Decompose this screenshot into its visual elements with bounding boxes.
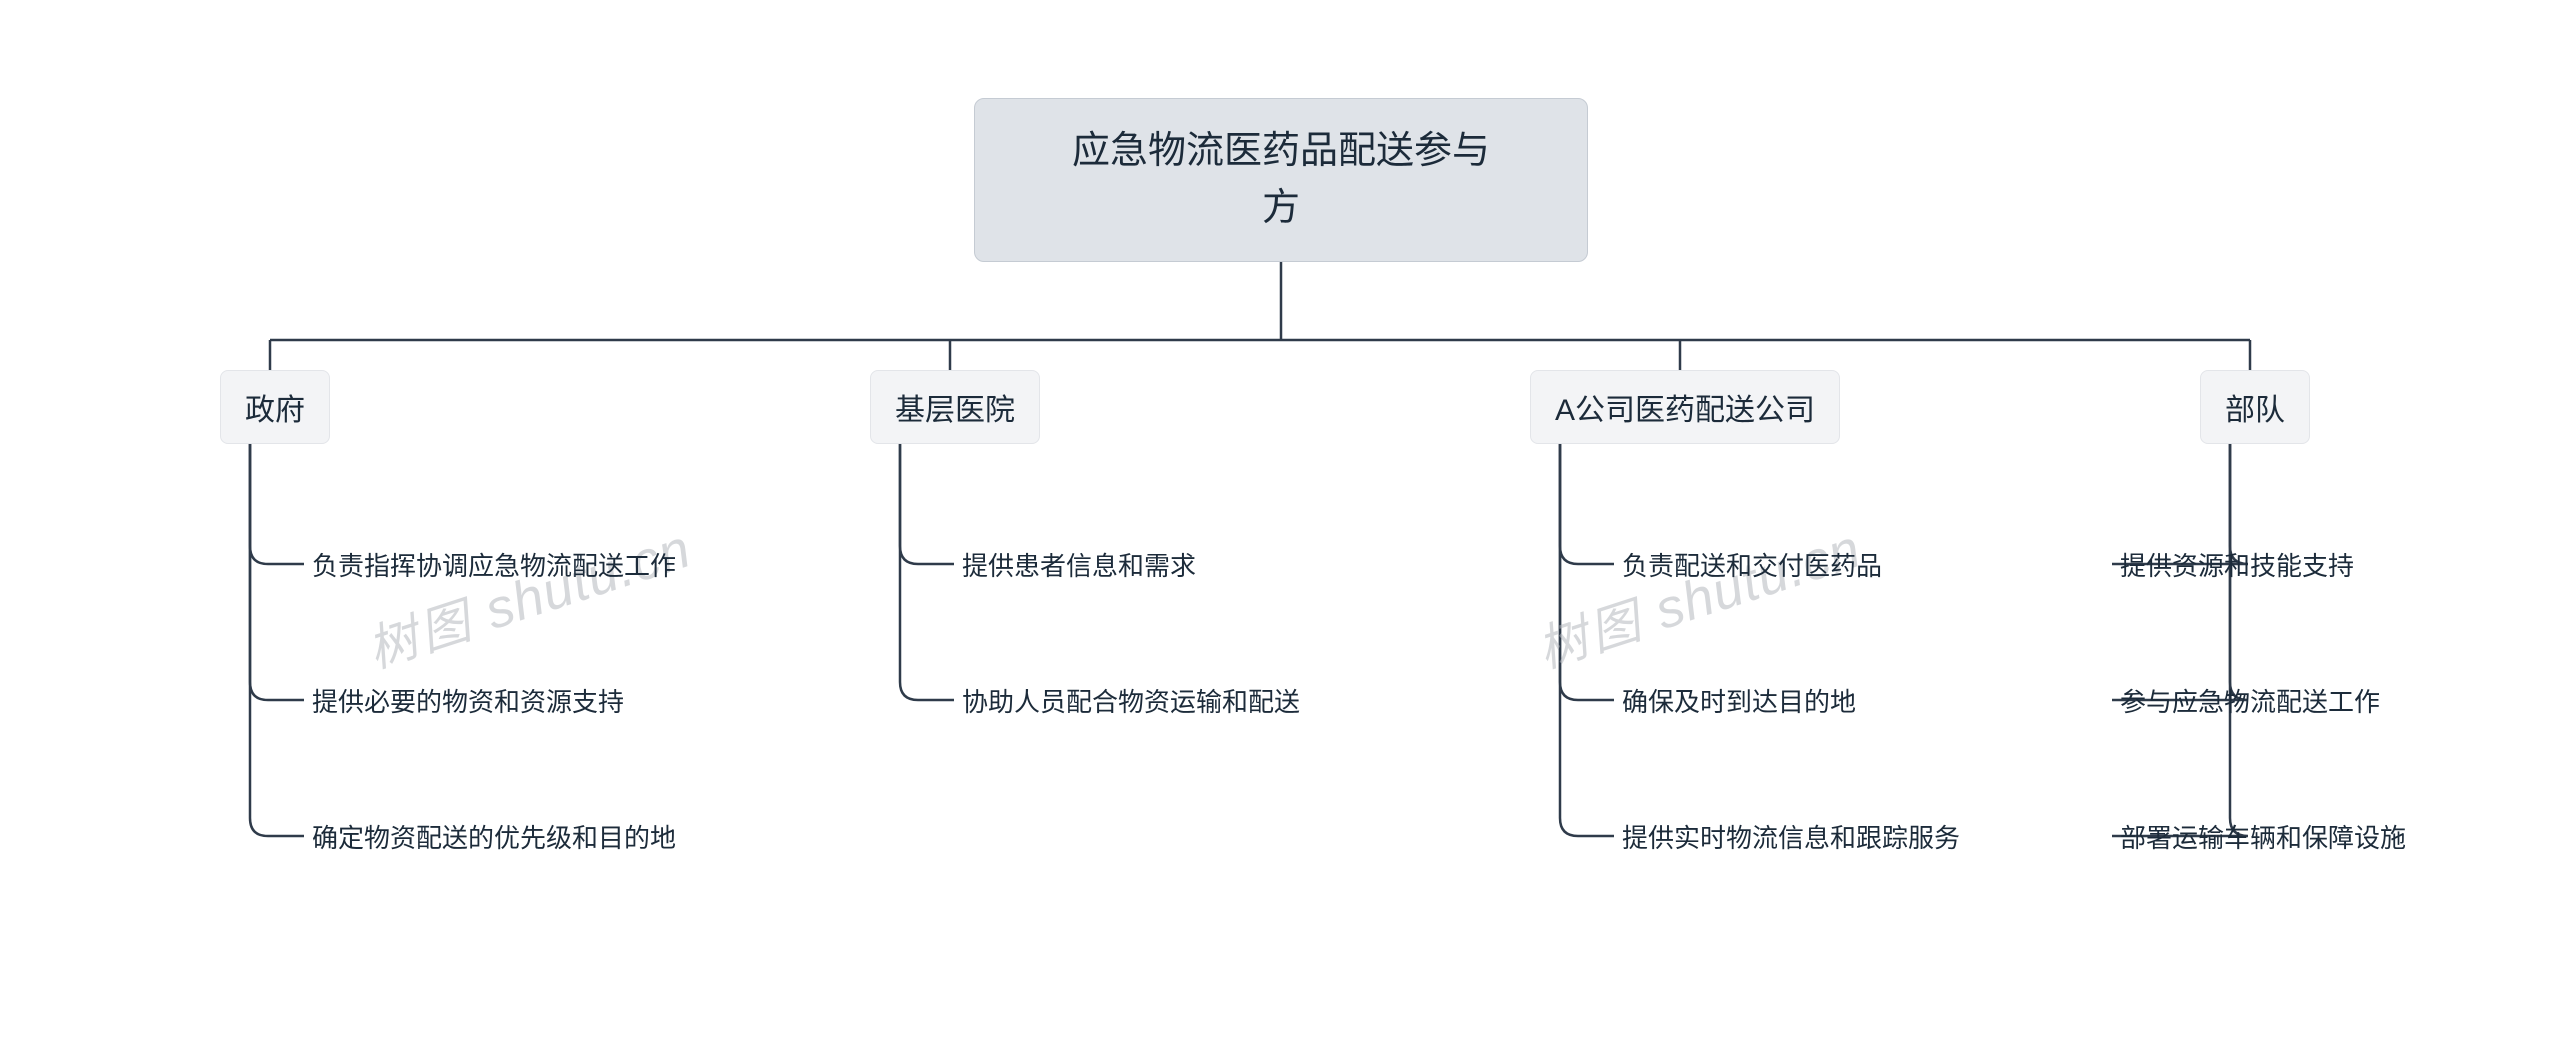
- branch-node: 政府: [220, 370, 330, 444]
- branch-label: 部队: [2225, 394, 2285, 427]
- leaf-node: 确保及时到达目的地: [1622, 682, 1856, 719]
- leaf-node: 提供患者信息和需求: [962, 546, 1196, 583]
- leaf-node: 提供资源和技能支持: [2120, 546, 2354, 583]
- leaf-node: 确定物资配送的优先级和目的地: [312, 818, 676, 855]
- leaf-node: 协助人员配合物资运输和配送: [962, 682, 1300, 719]
- root-node: 应急物流医药品配送参与 方: [974, 98, 1588, 262]
- branch-node: 部队: [2200, 370, 2310, 444]
- leaf-node: 部署运输车辆和保障设施: [2120, 818, 2406, 855]
- branch-label: 政府: [245, 394, 305, 427]
- leaf-node: 提供实时物流信息和跟踪服务: [1622, 818, 1960, 855]
- root-line2: 方: [1031, 180, 1531, 237]
- branch-label: A公司医药配送公司: [1555, 394, 1815, 427]
- branch-node: A公司医药配送公司: [1530, 370, 1840, 444]
- leaf-node: 提供必要的物资和资源支持: [312, 682, 624, 719]
- root-line1: 应急物流医药品配送参与: [1031, 123, 1531, 180]
- branch-label: 基层医院: [895, 394, 1015, 427]
- leaf-node: 负责配送和交付医药品: [1622, 546, 1882, 583]
- leaf-node: 参与应急物流配送工作: [2120, 682, 2380, 719]
- branch-node: 基层医院: [870, 370, 1040, 444]
- leaf-node: 负责指挥协调应急物流配送工作: [312, 546, 676, 583]
